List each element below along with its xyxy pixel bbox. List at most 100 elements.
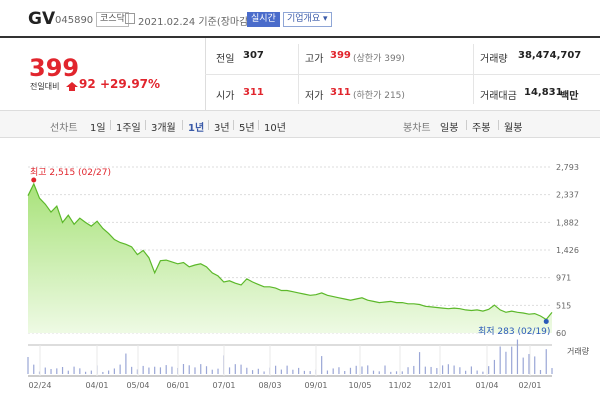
volume-bar	[326, 370, 329, 374]
period-10y[interactable]: 10년	[264, 123, 286, 134]
volume-bar	[211, 369, 213, 374]
prev-close-value: 307	[243, 50, 264, 61]
x-tick-label: 05/04	[126, 381, 149, 390]
volume-bar	[263, 371, 265, 374]
candle-weekly[interactable]: 주봉	[472, 123, 491, 134]
up-arrow-icon	[66, 82, 78, 91]
volume-bar	[61, 366, 64, 374]
upper-limit-note: (상한가 399)	[353, 54, 405, 64]
volume-bar	[459, 367, 461, 374]
volume-bar	[228, 367, 231, 374]
period-5y[interactable]: 5년	[239, 123, 255, 134]
company-info-button[interactable]: 기업개요 ▾	[283, 12, 332, 27]
candle-monthly[interactable]: 월봉	[504, 123, 523, 134]
stock-name: GV	[28, 9, 56, 29]
volume-bar	[200, 364, 202, 374]
period-1y[interactable]: 1년	[188, 123, 205, 134]
toolbar-divider	[110, 120, 111, 130]
calendar-icon	[125, 13, 135, 24]
volume-legend: 거래량	[567, 346, 590, 356]
period-toolbar: 선차트 1일 1주일 3개월 1년 3년 5년 10년 봉차트 일봉 주봉 월봉	[0, 110, 600, 138]
volume-bar	[511, 346, 513, 374]
high-value: 399	[330, 50, 351, 61]
candle-daily[interactable]: 일봉	[440, 123, 459, 134]
volume-bar	[33, 364, 35, 374]
volume-bar	[159, 367, 162, 374]
volume-bar	[56, 368, 58, 374]
toolbar-divider	[208, 120, 209, 130]
y-tick-label: 1,426	[556, 246, 579, 255]
y-tick-label: 971	[556, 274, 571, 283]
lower-limit-note: (하한가 215)	[353, 91, 405, 101]
low-value: 311	[330, 87, 351, 98]
period-3m[interactable]: 3개월	[151, 123, 176, 134]
x-axis: 02/24 04/01 05/04 06/01 07/01 08/03 09/01 10/05…	[28, 345, 542, 390]
line-chart-label: 선차트	[50, 123, 78, 134]
volume-bar	[470, 366, 472, 374]
stats-row-divider	[205, 74, 600, 75]
volume-bar	[303, 370, 305, 374]
x-tick-label: 07/01	[212, 381, 235, 390]
max-point	[31, 177, 37, 183]
volume-bar	[246, 367, 248, 374]
volume-bar	[188, 365, 190, 374]
volume-bar	[113, 368, 115, 374]
volume-bar	[182, 364, 185, 374]
price-chart[interactable]: 2,793 2,337 1,882 1,426 971 515 60 최고 2,515 (0…	[0, 150, 600, 402]
volume-bar	[499, 346, 501, 374]
volume-bar	[108, 370, 110, 374]
volume-bar	[131, 366, 133, 374]
max-label: 최고 2,515 (02/27)	[30, 167, 111, 178]
volume-bar	[378, 371, 380, 374]
volume-bar	[488, 366, 490, 374]
market-badge: 코스닥	[96, 12, 129, 27]
y-tick-label: 2,337	[556, 191, 579, 200]
period-3y[interactable]: 3년	[214, 123, 230, 134]
volume-bar	[119, 364, 121, 374]
volume-bar	[465, 370, 467, 374]
stock-header: GV 045890 코스닥 2021.02.24 기준(장마감) 실시간 기업개…	[0, 0, 600, 36]
y-tick-label: 2,793	[556, 163, 579, 172]
open-value: 311	[243, 87, 264, 98]
y-axis: 2,793 2,337 1,882 1,426 971 515 60	[28, 163, 579, 338]
amount-label: 거래대금	[480, 91, 517, 102]
open-label: 시가	[216, 91, 235, 102]
volume-bar	[413, 365, 415, 374]
price-line	[27, 182, 553, 321]
realtime-button[interactable]: 실시간	[247, 12, 280, 27]
volume-bar	[280, 369, 282, 374]
y-tick-label: 1,882	[556, 218, 579, 227]
volume-bar	[125, 353, 127, 374]
volume-bar	[401, 371, 403, 374]
toolbar-divider	[182, 120, 183, 130]
volume-bar	[453, 365, 455, 374]
volume-bar	[234, 364, 236, 374]
volume-bar	[539, 369, 542, 374]
high-label: 고가	[305, 54, 324, 65]
x-tick-label: 09/01	[304, 381, 327, 390]
x-tick-label: 02/01	[518, 381, 541, 390]
volume-bar	[90, 370, 92, 374]
volume-bar	[286, 365, 288, 374]
volume-bar	[349, 367, 352, 374]
volume-bar	[338, 367, 340, 374]
volume-bar	[102, 371, 104, 374]
volume-bar	[493, 359, 496, 374]
y-tick-label: 515	[556, 301, 571, 310]
volume-bar	[447, 364, 449, 374]
volume-bar	[27, 357, 29, 374]
current-price: 399	[29, 54, 80, 82]
volume-bar	[50, 369, 52, 374]
volume-bar	[551, 368, 553, 374]
price-area	[28, 183, 552, 333]
y-tick-label: 60	[556, 329, 566, 338]
volume-bar	[436, 368, 438, 374]
stats-col-divider	[473, 44, 474, 104]
volume-bar	[67, 370, 69, 374]
period-1d[interactable]: 1일	[90, 123, 106, 134]
volume-bar	[395, 371, 398, 374]
volume-bar	[205, 366, 208, 374]
period-1w[interactable]: 1주일	[116, 123, 141, 134]
stock-code: 045890	[55, 15, 94, 26]
low-label: 저가	[305, 91, 324, 102]
